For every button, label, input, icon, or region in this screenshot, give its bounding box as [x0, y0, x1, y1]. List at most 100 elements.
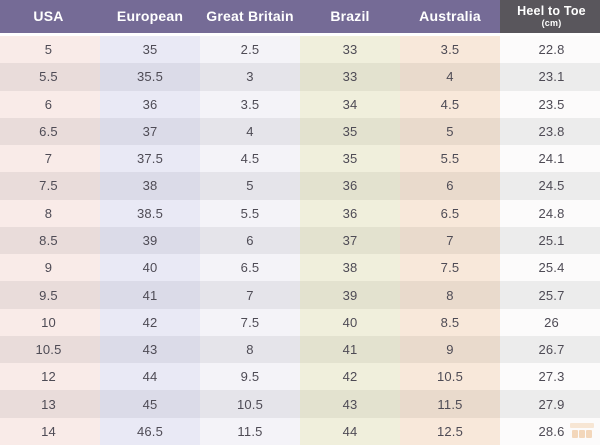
cell-brazil: 35	[300, 117, 400, 146]
cell-european: 36	[100, 90, 200, 118]
cell-brazil: 44	[300, 417, 400, 445]
cell-usa: 6	[0, 90, 100, 118]
cell-great-britain: 3.5	[200, 90, 300, 118]
cell-brazil: 37	[300, 226, 400, 255]
column-header-label: Brazil	[330, 8, 370, 25]
cell-european: 38.5	[100, 199, 200, 227]
cell-great-britain: 6	[200, 226, 300, 255]
cell-european: 35	[100, 36, 200, 64]
cell-european: 46.5	[100, 417, 200, 445]
cell-heel-to-toe: 23.8	[500, 117, 600, 146]
table-row: 9.5 41 7 39 8 25.7	[0, 281, 600, 309]
table-row: 6 36 3.5 34 4.5 23.5	[0, 90, 600, 118]
cell-heel-to-toe: 23.5	[500, 90, 600, 118]
cell-great-britain: 3	[200, 63, 300, 91]
cell-usa: 9.5	[0, 281, 100, 309]
table-row: 7.5 38 5 36 6 24.5	[0, 172, 600, 200]
cell-great-britain: 9.5	[200, 363, 300, 391]
cell-australia: 11.5	[400, 390, 500, 418]
cell-brazil: 36	[300, 172, 400, 200]
column-header-label: European	[116, 8, 184, 25]
cell-brazil: 42	[300, 363, 400, 391]
cell-european: 41	[100, 281, 200, 309]
cell-heel-to-toe: 22.8	[500, 36, 600, 64]
table-row: 9 40 6.5 38 7.5 25.4	[0, 254, 600, 282]
table-row: 13 45 10.5 43 11.5 27.9	[0, 390, 600, 418]
table-row: 7 37.5 4.5 35 5.5 24.1	[0, 145, 600, 173]
cell-great-britain: 11.5	[200, 417, 300, 445]
cell-australia: 4.5	[400, 90, 500, 118]
cell-heel-to-toe: 25.4	[500, 254, 600, 282]
cell-heel-to-toe: 26	[500, 308, 600, 336]
cell-heel-to-toe: 24.8	[500, 199, 600, 227]
cell-heel-to-toe: 25.7	[500, 281, 600, 309]
cell-great-britain: 4	[200, 117, 300, 146]
table-header-row: USA European Great Britain Brazil Austra…	[0, 0, 600, 33]
cell-great-britain: 7.5	[200, 308, 300, 336]
cell-usa: 7	[0, 145, 100, 173]
cell-brazil: 43	[300, 390, 400, 418]
cell-european: 38	[100, 172, 200, 200]
cell-australia: 7	[400, 226, 500, 255]
cell-australia: 4	[400, 63, 500, 91]
table-body: 5 35 2.5 33 3.5 22.8 5.5 35.5 3 33 4 23.1 6 36 3.5 34 4.…	[0, 33, 600, 445]
table-row: 8.5 39 6 37 7 25.1	[0, 226, 600, 255]
table-row: 14 46.5 11.5 44 12.5 28.6	[0, 417, 600, 445]
column-header-usa: USA	[0, 0, 100, 33]
cell-australia: 9	[400, 335, 500, 364]
cell-australia: 8.5	[400, 308, 500, 336]
cell-usa: 8.5	[0, 226, 100, 255]
cell-usa: 9	[0, 254, 100, 282]
cell-european: 45	[100, 390, 200, 418]
cell-european: 39	[100, 226, 200, 255]
column-header-brazil: Brazil	[300, 0, 400, 33]
table-row: 10 42 7.5 40 8.5 26	[0, 308, 600, 336]
cell-australia: 7.5	[400, 254, 500, 282]
cell-brazil: 40	[300, 308, 400, 336]
cell-european: 42	[100, 308, 200, 336]
column-header-heel-to-toe: Heel to Toe (cm)	[500, 0, 600, 33]
cell-brazil: 36	[300, 199, 400, 227]
cell-great-britain: 2.5	[200, 36, 300, 64]
cell-australia: 12.5	[400, 417, 500, 445]
column-header-label: Heel to Toe	[517, 3, 586, 18]
cell-usa: 5	[0, 36, 100, 64]
cell-brazil: 41	[300, 335, 400, 364]
table-row: 12 44 9.5 42 10.5 27.3	[0, 363, 600, 391]
cell-heel-to-toe: 27.9	[500, 390, 600, 418]
cell-australia: 6.5	[400, 199, 500, 227]
cell-great-britain: 10.5	[200, 390, 300, 418]
cell-usa: 12	[0, 363, 100, 391]
cell-usa: 10.5	[0, 335, 100, 364]
cell-european: 44	[100, 363, 200, 391]
cell-usa: 7.5	[0, 172, 100, 200]
cell-heel-to-toe: 24.1	[500, 145, 600, 173]
table-row: 8 38.5 5.5 36 6.5 24.8	[0, 199, 600, 227]
cell-european: 37	[100, 117, 200, 146]
cell-usa: 14	[0, 417, 100, 445]
cell-usa: 5.5	[0, 63, 100, 91]
cell-great-britain: 4.5	[200, 145, 300, 173]
column-header-unit: (cm)	[541, 17, 562, 28]
cell-great-britain: 5.5	[200, 199, 300, 227]
cell-australia: 6	[400, 172, 500, 200]
cell-heel-to-toe: 27.3	[500, 363, 600, 391]
column-header-label: Australia	[419, 8, 481, 25]
column-header-label: Great Britain	[206, 8, 294, 25]
cell-brazil: 33	[300, 63, 400, 91]
cell-australia: 3.5	[400, 36, 500, 64]
cell-european: 43	[100, 335, 200, 364]
column-header-european: European	[100, 0, 200, 33]
cell-great-britain: 6.5	[200, 254, 300, 282]
cell-australia: 8	[400, 281, 500, 309]
column-header-great-britain: Great Britain	[200, 0, 300, 33]
cell-australia: 10.5	[400, 363, 500, 391]
cell-european: 40	[100, 254, 200, 282]
cell-brazil: 39	[300, 281, 400, 309]
table-row: 5 35 2.5 33 3.5 22.8	[0, 36, 600, 64]
cell-heel-to-toe: 26.7	[500, 335, 600, 364]
column-header-label: USA	[33, 8, 64, 25]
table-row: 10.5 43 8 41 9 26.7	[0, 335, 600, 364]
cell-usa: 13	[0, 390, 100, 418]
